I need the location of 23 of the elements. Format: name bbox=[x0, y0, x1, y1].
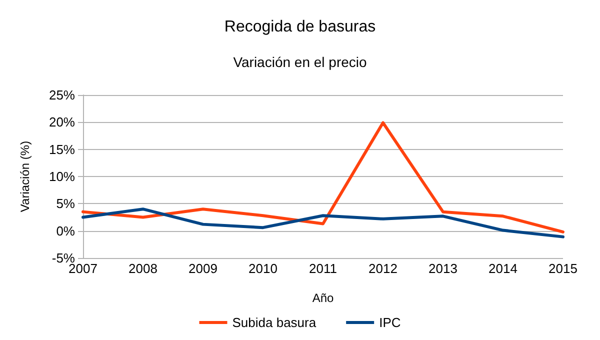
y-tick-label: 5% bbox=[56, 196, 76, 212]
legend-label: Subida basura bbox=[232, 315, 317, 330]
legend-label: IPC bbox=[379, 315, 401, 330]
x-axis-title: Año bbox=[312, 291, 334, 305]
x-tick-label: 2008 bbox=[128, 261, 158, 276]
x-tick-label: 2015 bbox=[548, 261, 578, 276]
y-tick-label: 20% bbox=[48, 114, 76, 130]
x-tick-label: 2012 bbox=[368, 261, 398, 276]
x-tick-label: 2009 bbox=[188, 261, 218, 276]
x-tick-label: 2013 bbox=[428, 261, 458, 276]
y-axis-title: Variación (%) bbox=[18, 140, 32, 212]
y-tick-label: 10% bbox=[48, 169, 76, 184]
x-tick-label: 2010 bbox=[248, 261, 278, 276]
line-series bbox=[82, 121, 564, 234]
chart-title: Recogida de basuras bbox=[224, 18, 376, 36]
y-tick-label: 15% bbox=[48, 142, 76, 157]
chart-subtitle: Variación en el precio bbox=[233, 54, 368, 70]
y-tick-label: 0% bbox=[56, 223, 76, 238]
line-series bbox=[82, 208, 564, 238]
x-tick-label: 2007 bbox=[68, 261, 98, 276]
x-tick-label: 2014 bbox=[488, 261, 518, 276]
y-tick-label: 25% bbox=[48, 88, 76, 102]
x-tick-label: 2011 bbox=[309, 261, 337, 276]
